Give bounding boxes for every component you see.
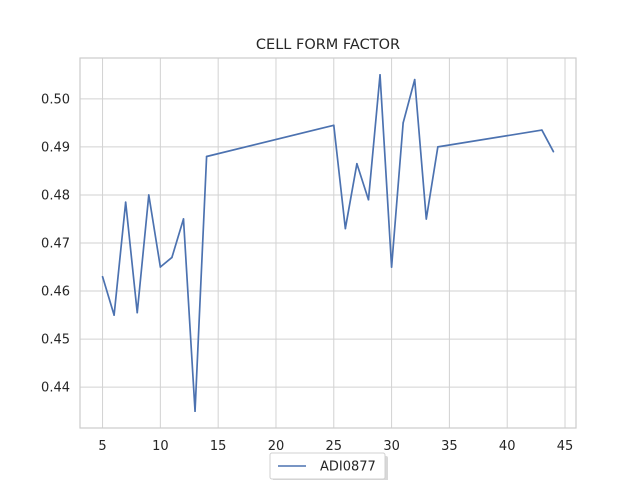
data-point xyxy=(425,218,428,220)
data-point xyxy=(413,78,416,81)
x-tick-label: 10 xyxy=(152,439,169,454)
data-point xyxy=(437,146,439,148)
chart-title: CELL FORM FACTOR xyxy=(256,37,400,53)
data-point xyxy=(159,266,162,268)
y-tick-label: 0.48 xyxy=(41,188,70,203)
axes-frame xyxy=(79,57,577,429)
data-point xyxy=(136,311,139,314)
y-tick-label: 0.45 xyxy=(41,333,70,348)
x-tick-label: 30 xyxy=(383,439,400,454)
x-axis-tick-labels: 5 10 15 20 25 30 35 40 45 xyxy=(98,439,573,454)
x-tick-label: 40 xyxy=(499,439,516,454)
x-tick-label: 25 xyxy=(326,439,343,454)
data-point xyxy=(344,227,347,230)
y-tick-label: 0.47 xyxy=(41,237,70,252)
data-point xyxy=(194,410,196,412)
data-point xyxy=(356,162,358,165)
data-point xyxy=(147,194,150,196)
y-axis-tick-labels: 0.44 0.45 0.46 0.47 0.48 0.49 0.50 xyxy=(41,92,70,395)
data-point xyxy=(171,256,173,259)
y-tick-label: 0.50 xyxy=(41,92,70,107)
data-point xyxy=(113,314,115,316)
series-lines xyxy=(101,73,555,413)
y-tick-label: 0.44 xyxy=(41,381,70,396)
y-tick-label: 0.46 xyxy=(41,285,70,300)
y-tick-label: 0.49 xyxy=(41,140,70,155)
data-point xyxy=(367,198,370,201)
y-gridlines xyxy=(80,98,576,388)
data-point xyxy=(552,150,555,153)
x-tick-label: 45 xyxy=(557,439,574,454)
data-point xyxy=(124,201,127,203)
x-tick-label: 5 xyxy=(98,439,106,454)
legend: ADI0877 xyxy=(269,452,388,480)
x-tick-label: 35 xyxy=(441,439,458,454)
data-point xyxy=(205,155,208,158)
data-point xyxy=(390,266,393,268)
legend-label: ADI0877 xyxy=(320,460,376,475)
data-point xyxy=(101,275,104,278)
data-point xyxy=(402,122,404,124)
data-point xyxy=(541,129,543,131)
data-point xyxy=(182,218,185,220)
x-tick-label: 15 xyxy=(210,439,227,454)
x-tick-label: 20 xyxy=(268,439,285,454)
series-line-0 xyxy=(101,73,555,413)
data-point xyxy=(379,74,381,76)
legend-box xyxy=(269,452,386,480)
data-point xyxy=(332,124,335,127)
axes-spines xyxy=(79,57,577,429)
